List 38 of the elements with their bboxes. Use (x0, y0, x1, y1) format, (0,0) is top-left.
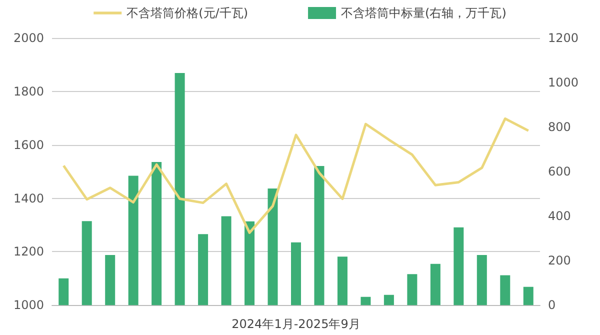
bar (128, 176, 138, 306)
x-axis-title: 2024年1月-2025年9月 (232, 317, 360, 331)
y2-tick-label: 0 (548, 298, 556, 312)
bar (430, 264, 440, 306)
bar (174, 72, 185, 306)
y2-tick-label: 1000 (548, 76, 579, 90)
bar (360, 296, 371, 306)
y-tick-label: 1200 (13, 244, 44, 259)
legend-label: 不含塔筒中标量(右轴，万千瓦) (341, 6, 506, 20)
legend-label: 不含塔筒价格(元/千瓦) (126, 6, 248, 20)
bar (454, 227, 464, 306)
y2-tick-label: 400 (548, 209, 571, 224)
bar (407, 274, 418, 306)
bar (384, 294, 394, 306)
bar (523, 286, 534, 306)
bar (221, 216, 232, 306)
bar (291, 242, 301, 306)
y-tick-label: 2000 (13, 31, 44, 45)
bar (152, 162, 162, 306)
y-tick-label: 1400 (13, 191, 44, 206)
bar (476, 255, 487, 306)
bar (268, 188, 278, 306)
bar (337, 256, 348, 306)
bar (244, 221, 255, 306)
bar (198, 234, 208, 306)
bar (105, 255, 116, 306)
bar (58, 278, 69, 306)
bar (500, 275, 510, 306)
y-tick-label: 1800 (13, 84, 44, 98)
y2-tick-label: 600 (548, 164, 571, 179)
bar (82, 221, 92, 306)
y-tick-label: 1600 (13, 138, 44, 152)
line-series (62, 117, 530, 234)
y-tick-label: 1000 (13, 298, 44, 312)
bar (314, 166, 324, 306)
y2-tick-label: 1200 (548, 31, 579, 45)
y2-tick-label: 800 (548, 120, 571, 134)
y2-tick-label: 200 (548, 254, 571, 268)
